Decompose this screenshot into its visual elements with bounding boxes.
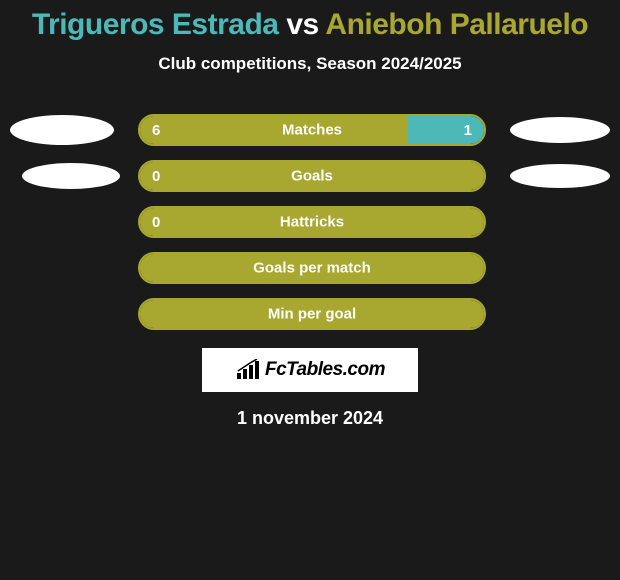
player2-name: Anieboh Pallaruelo — [325, 8, 588, 41]
chart-icon — [235, 359, 261, 381]
stat-label: Matches — [282, 122, 342, 139]
player2-ellipse — [510, 117, 610, 143]
logo-content: FcTables.com — [235, 359, 385, 381]
stat-label: Hattricks — [280, 214, 344, 231]
bar-left-fill: 6 — [140, 116, 408, 144]
bar-right-fill: 1 — [408, 116, 484, 144]
page-title: Trigueros Estrada vs Anieboh Pallaruelo — [0, 8, 620, 42]
left-value: 6 — [152, 122, 160, 139]
stat-bar: 0 Goals — [138, 160, 486, 192]
stat-bar: Goals per match — [138, 252, 486, 284]
stat-row: 0 Hattricks — [0, 206, 620, 238]
player1-ellipse — [10, 115, 114, 145]
stat-row: 0 Goals — [0, 160, 620, 192]
logo-box: FcTables.com — [202, 348, 418, 392]
vs-text: vs — [286, 8, 325, 41]
player1-ellipse — [22, 163, 120, 189]
stats-rows: 6 1 Matches 0 Goals 0 Hattricks Goals per match… — [0, 114, 620, 330]
stat-label: Min per goal — [268, 306, 356, 323]
stat-label: Goals — [291, 168, 333, 185]
left-value: 0 — [152, 168, 160, 185]
left-value: 0 — [152, 214, 160, 231]
player2-ellipse — [510, 164, 610, 188]
logo-text: FcTables.com — [265, 359, 385, 381]
stat-bar: 6 1 Matches — [138, 114, 486, 146]
subtitle: Club competitions, Season 2024/2025 — [0, 54, 620, 74]
stat-row: 6 1 Matches — [0, 114, 620, 146]
date-text: 1 november 2024 — [0, 408, 620, 429]
main-container: Trigueros Estrada vs Anieboh Pallaruelo … — [0, 0, 620, 429]
right-value: 1 — [464, 122, 472, 139]
stat-bar: Min per goal — [138, 298, 486, 330]
stat-row: Goals per match — [0, 252, 620, 284]
player1-name: Trigueros Estrada — [32, 8, 279, 41]
stat-label: Goals per match — [253, 260, 371, 277]
stat-bar: 0 Hattricks — [138, 206, 486, 238]
stat-row: Min per goal — [0, 298, 620, 330]
